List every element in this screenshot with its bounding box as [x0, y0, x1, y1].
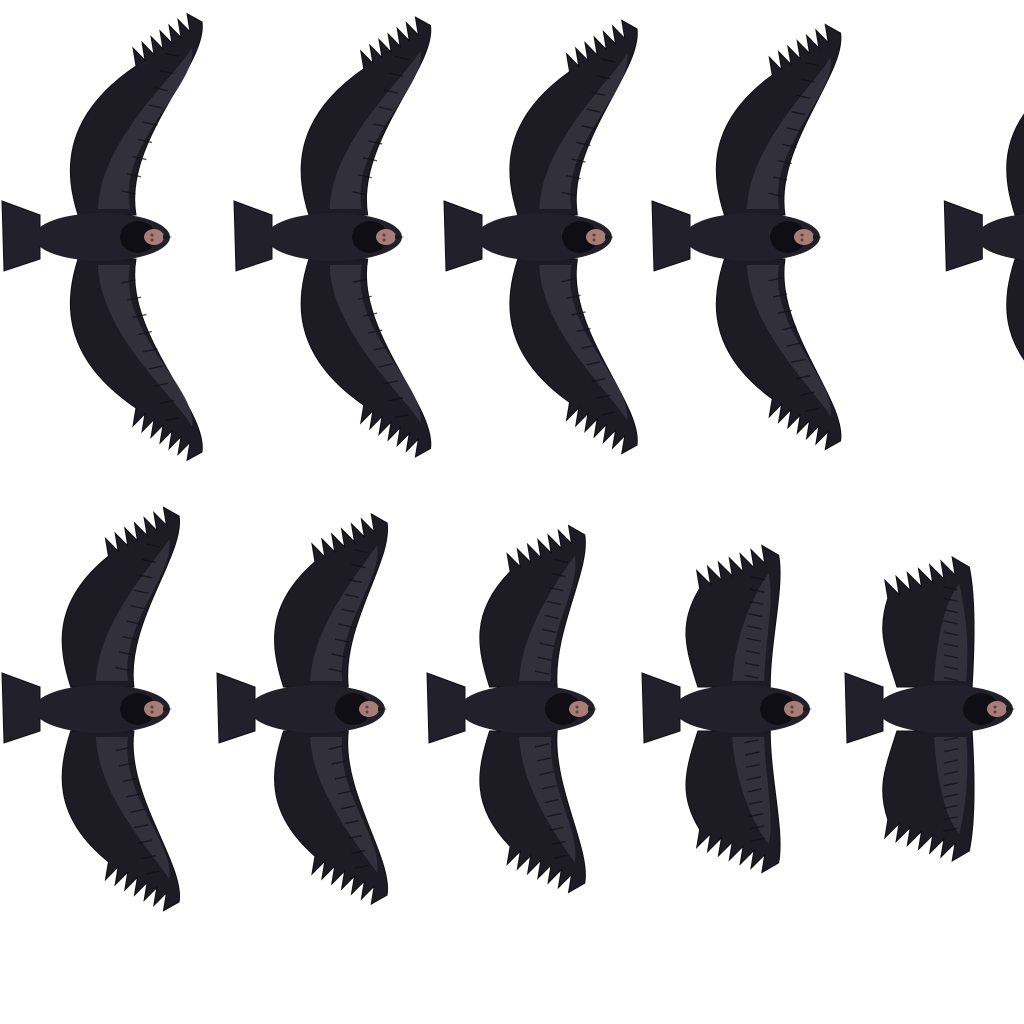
- vulture-frame-7: [216, 512, 389, 906]
- vulture-frame-5: [943, 113, 1024, 361]
- vulture-frame-3: [443, 19, 638, 455]
- vulture-frame-8: [426, 524, 597, 894]
- vulture-frame-2: [233, 16, 432, 458]
- vulture-frame-9: [641, 544, 812, 874]
- vulture-frame-4: [651, 23, 842, 451]
- sprite-row-1: [1, 12, 1024, 462]
- sprite-row-2: [1, 506, 1015, 912]
- vulture-frame-6: [1, 506, 180, 912]
- vulture-frame-1: [1, 12, 203, 462]
- vulture-frame-10: [844, 555, 1015, 863]
